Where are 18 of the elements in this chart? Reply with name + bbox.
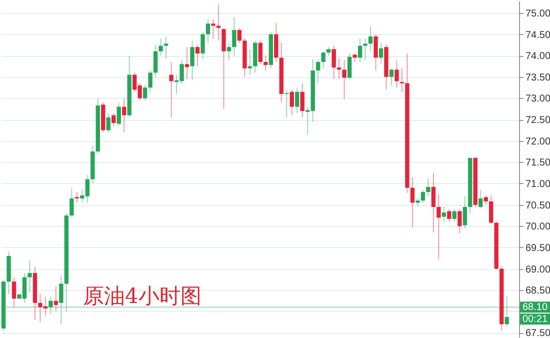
y-tick-label: 71.50: [526, 158, 550, 169]
y-tick-label: 70.50: [526, 200, 550, 212]
y-tick-label: 69.00: [526, 264, 550, 276]
y-tick-label: 74.00: [526, 51, 550, 62]
y-tick-label: 73.50: [526, 72, 550, 84]
text: 00:21: [522, 314, 548, 326]
text: 原油4小时图: [83, 284, 202, 308]
y-tick-label: 67.50: [526, 328, 550, 338]
y-tick-label: 72.50: [526, 115, 550, 126]
y-tick-label: 73.00: [526, 94, 550, 105]
y-tick-label: 71.00: [526, 178, 550, 190]
y-tick-label: 72.00: [526, 136, 550, 148]
y-tick-label: 75.00: [526, 8, 550, 20]
y-tick-label: 69.50: [526, 242, 550, 254]
ref-line-label: 68.10: [522, 302, 548, 314]
y-tick-label: 70.00: [526, 222, 550, 233]
y-tick-label: 68.50: [526, 286, 550, 297]
y-tick-label: 74.50: [526, 30, 550, 41]
